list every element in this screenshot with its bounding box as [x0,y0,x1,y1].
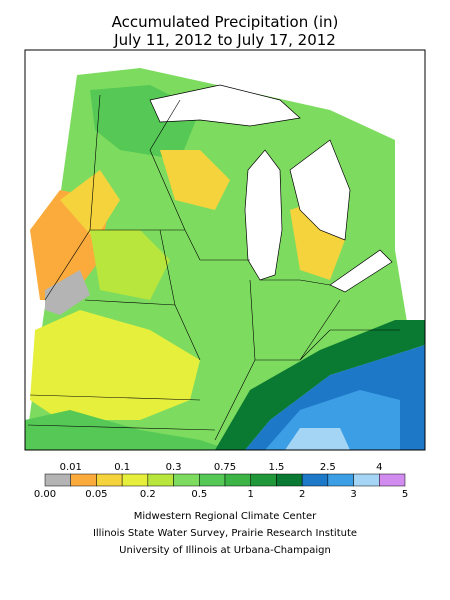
credit-line: Illinois State Water Survey, Prairie Res… [93,528,357,539]
precip-zone [285,428,350,450]
legend-swatch [199,473,226,487]
legend-swatch [301,473,329,487]
legend-swatch [379,473,406,487]
legend-label: 0.01 [60,462,82,473]
credit-line: University of Illinois at Urbana-Champai… [119,545,331,556]
legend-swatch [96,473,123,487]
legend-swatch [327,473,354,487]
legend-label: 4 [376,462,382,473]
legend-label: 2.5 [320,462,336,473]
legend-label: 0.3 [166,462,182,473]
legend-label: 2 [299,489,305,500]
legend-label: 0.5 [191,489,207,500]
precip-zone [60,170,120,240]
precip-zone [90,230,170,300]
legend-swatch [250,473,277,487]
legend-label: 3 [350,489,356,500]
legend-swatch [121,473,149,487]
lake [329,249,393,293]
lake [244,149,283,281]
borders [27,94,400,441]
map [24,49,426,451]
title-line: July 11, 2012 to July 17, 2012 [113,31,336,49]
precip-zone [25,410,230,450]
precip-zone [30,310,200,420]
legend-label: 5 [402,489,408,500]
legend-swatch [70,473,97,487]
legend: 0.00 0.01 0.05 0.1 0.2 0.3 0.5 0.75 1 1.5 2 2.5 3 4 5 [34,462,408,500]
legend-label: 0.1 [114,462,130,473]
legend-swatch [353,473,380,487]
legend-swatch [276,473,303,487]
legend-label: 1 [248,489,254,500]
map-frame [24,49,426,451]
legend-swatch [173,473,200,487]
legend-swatch [147,473,174,487]
title-line: Accumulated Precipitation (in) [112,13,339,31]
legend-swatch [44,473,71,487]
legend-swatch [224,473,251,487]
lake [289,139,351,241]
legend-label: 0.05 [85,489,107,500]
legend-label: 1.5 [268,462,284,473]
legend-label: 0.2 [140,489,156,500]
legend-label: 0.00 [34,489,56,500]
precip-zone [45,270,90,315]
credit-line: Midwestern Regional Climate Center [134,511,317,522]
precip-zone [160,150,230,210]
legend-label: 0.75 [214,462,236,473]
precip-zone [215,320,425,450]
